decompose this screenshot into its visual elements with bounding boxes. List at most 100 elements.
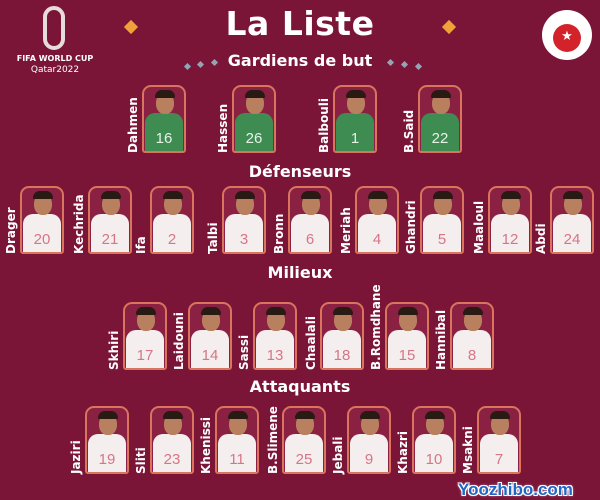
player-number: 24 xyxy=(563,231,581,248)
player-name: Bronn xyxy=(272,213,286,254)
section-title: Défenseurs xyxy=(248,162,352,181)
jersey xyxy=(453,330,491,368)
jersey xyxy=(91,214,129,252)
player-card: 19 xyxy=(85,406,129,474)
jersey xyxy=(218,434,256,472)
hair xyxy=(201,307,221,315)
player-card: 25 xyxy=(282,406,326,474)
player-card: 21 xyxy=(88,186,132,254)
jersey xyxy=(88,434,126,472)
player-number: 8 xyxy=(467,347,477,364)
section-title: Milieux xyxy=(267,263,333,282)
player-number: 25 xyxy=(295,451,313,468)
player-number: 2 xyxy=(167,231,177,248)
player-name: Hassen xyxy=(216,103,230,153)
player-card: 16 xyxy=(142,85,186,153)
jersey xyxy=(480,434,518,472)
player-card: 8 xyxy=(450,302,494,370)
player-card: 10 xyxy=(412,406,456,474)
player-name: Khenissi xyxy=(199,416,213,474)
player-name: Hannibal xyxy=(434,309,448,370)
player-number: 16 xyxy=(155,130,173,147)
player-number: 22 xyxy=(431,130,449,147)
player-name: B.Said xyxy=(402,109,416,153)
hair xyxy=(346,90,366,98)
logo-line1: FIFA WORLD CUP xyxy=(16,54,94,63)
hair xyxy=(368,191,388,199)
jersey xyxy=(191,330,229,368)
jersey xyxy=(336,113,374,151)
player-card: 23 xyxy=(150,406,194,474)
player-number: 26 xyxy=(245,130,263,147)
player-name: Chaalali xyxy=(304,316,318,370)
jersey xyxy=(291,214,329,252)
player-name: Jaziri xyxy=(69,440,83,474)
player-card: 18 xyxy=(320,302,364,370)
player-name: B.Romdhane xyxy=(369,284,383,370)
hair xyxy=(398,307,418,315)
player-number: 6 xyxy=(305,231,315,248)
player-card: 9 xyxy=(347,406,391,474)
hair xyxy=(501,191,521,199)
hair xyxy=(425,411,445,419)
player-number: 9 xyxy=(364,451,374,468)
player-name: Dahmen xyxy=(126,97,140,153)
player-number: 3 xyxy=(239,231,249,248)
player-name: Maaloul xyxy=(472,200,486,254)
jersey xyxy=(126,330,164,368)
logo-line2: Qatar2022 xyxy=(30,65,80,75)
player-number: 17 xyxy=(136,347,154,364)
page-title: La Liste xyxy=(225,4,375,43)
player-name: Khazri xyxy=(396,431,410,474)
jersey xyxy=(285,434,323,472)
player-card: 17 xyxy=(123,302,167,370)
player-number: 20 xyxy=(33,231,51,248)
hair xyxy=(163,411,183,419)
hair xyxy=(333,307,353,315)
player-card: 1 xyxy=(333,85,377,153)
hair xyxy=(235,191,255,199)
jersey xyxy=(23,214,61,252)
jersey xyxy=(388,330,426,368)
player-name: Jebali xyxy=(331,436,345,474)
player-card: 2 xyxy=(150,186,194,254)
player-number: 1 xyxy=(350,130,360,147)
hair xyxy=(101,191,121,199)
jersey xyxy=(358,214,396,252)
hair xyxy=(163,191,183,199)
hair xyxy=(266,307,286,315)
player-card: 26 xyxy=(232,85,276,153)
player-number: 7 xyxy=(494,451,504,468)
player-name: Kechrida xyxy=(72,194,86,254)
player-number: 14 xyxy=(201,347,219,364)
crest-emblem-icon xyxy=(553,24,581,52)
hair xyxy=(98,411,118,419)
player-name: Msakni xyxy=(461,426,475,474)
jersey xyxy=(153,434,191,472)
player-card: 4 xyxy=(355,186,399,254)
player-number: 18 xyxy=(333,347,351,364)
hair xyxy=(490,411,510,419)
player-name: Laidouni xyxy=(172,312,186,370)
player-card: 12 xyxy=(488,186,532,254)
jersey xyxy=(235,113,273,151)
player-name: Sliti xyxy=(134,447,148,474)
player-number: 19 xyxy=(98,451,116,468)
player-card: 14 xyxy=(188,302,232,370)
player-number: 11 xyxy=(229,451,245,468)
hair xyxy=(301,191,321,199)
jersey xyxy=(323,330,361,368)
player-card: 15 xyxy=(385,302,429,370)
jersey xyxy=(421,113,459,151)
player-name: Abdi xyxy=(534,223,548,254)
player-card: 7 xyxy=(477,406,521,474)
hair xyxy=(155,90,175,98)
player-number: 21 xyxy=(101,231,119,248)
hair xyxy=(136,307,156,315)
jersey xyxy=(415,434,453,472)
player-card: 11 xyxy=(215,406,259,474)
player-number: 12 xyxy=(501,231,519,248)
player-card: 3 xyxy=(222,186,266,254)
player-name: Talbi xyxy=(206,222,220,254)
jersey xyxy=(350,434,388,472)
